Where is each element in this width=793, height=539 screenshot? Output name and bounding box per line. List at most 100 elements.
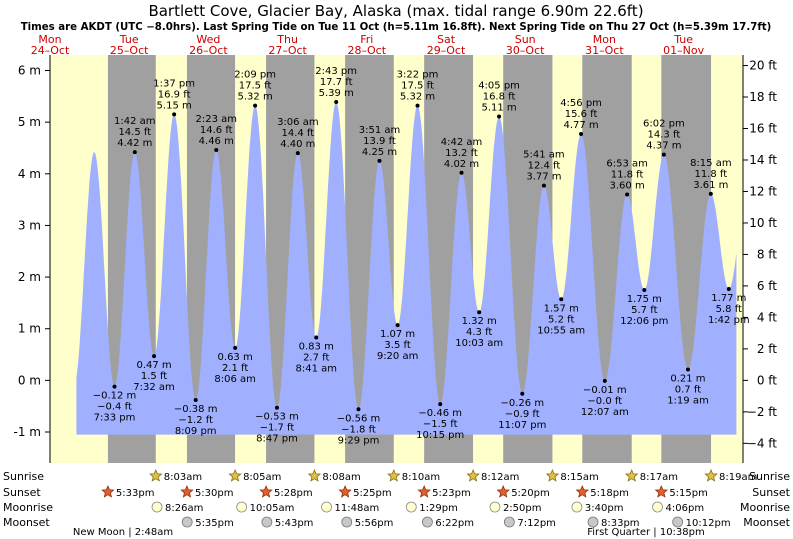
tide-height-m: 5.11 m <box>481 102 516 113</box>
tide-time: 10:55 am <box>537 325 585 336</box>
tide-point <box>314 335 319 340</box>
tide-point <box>172 112 177 117</box>
tide-height-ft: 4.3 ft <box>466 327 492 338</box>
moonrise-icon <box>652 501 663 513</box>
left-tick-label: 5 m <box>18 115 41 129</box>
sunset-icon <box>101 484 115 498</box>
moonset-time: 5:43pm <box>275 518 314 529</box>
tide-time: 10:03 am <box>455 338 503 349</box>
day-of-week: Tue <box>119 33 139 46</box>
tide-height-ft: 17.5 ft <box>239 81 272 92</box>
tide-point <box>685 367 690 372</box>
tide-time: 2:09 pm <box>234 70 276 81</box>
right-tick-label: 0 ft <box>757 373 777 387</box>
tide-height-ft: 11.8 ft <box>694 169 727 180</box>
tide-height-ft: 13.9 ft <box>363 136 396 147</box>
day-date: 29–Oct <box>427 44 466 57</box>
row-label-right: Moonrise <box>740 501 790 514</box>
tide-point <box>477 310 482 315</box>
tide-point <box>214 148 219 153</box>
sunset-time: 5:20pm <box>511 488 550 499</box>
day-of-week: Fri <box>360 33 373 46</box>
tide-time: 4:05 pm <box>478 80 520 91</box>
moonrise-icon <box>236 501 248 513</box>
left-tick-label: 4 m <box>18 167 41 181</box>
day-of-week: Wed <box>196 33 220 46</box>
sunset-icon <box>259 484 273 498</box>
sunset-icon <box>338 484 352 498</box>
sunset-time: 5:15pm <box>669 488 708 499</box>
tide-height-ft: 11.8 ft <box>611 169 644 180</box>
tide-time: 12:06 pm <box>620 316 668 327</box>
tide-time: 9:29 pm <box>338 435 380 446</box>
row-label-left: Moonrise <box>3 501 53 514</box>
tide-time: 7:32 am <box>133 382 175 393</box>
moonset-icon <box>422 516 433 528</box>
tide-height-m: 0.83 m <box>299 342 334 353</box>
tide-point <box>253 103 258 108</box>
moonrise-icon <box>571 501 583 513</box>
day-date: 01–Nov <box>663 44 704 57</box>
tide-height-m: 4.40 m <box>280 139 315 150</box>
moonrise-time: 11:48am <box>335 503 380 514</box>
sunrise-icon <box>307 468 322 482</box>
tide-time: 4:42 am <box>441 137 483 148</box>
sunset-icon <box>575 484 589 498</box>
tide-label: 0.83 m2.7 ft8:41 am <box>295 342 337 375</box>
tide-height-m: 3.60 m <box>610 180 645 191</box>
moonrise-time: 3:40pm <box>585 503 624 514</box>
tide-height-m: 0.47 m <box>136 360 171 371</box>
tide-time: 11:07 pm <box>498 420 546 431</box>
sunset-icon <box>180 484 194 498</box>
row-label-left: Sunrise <box>3 470 44 483</box>
right-tick-label: −4 ft <box>747 436 778 450</box>
sunset-time: 5:30pm <box>195 488 234 499</box>
tide-point <box>642 287 647 292</box>
tide-height-ft: 17.7 ft <box>320 77 353 88</box>
tide-point <box>112 384 117 389</box>
moonset-icon <box>503 516 515 528</box>
tide-height-ft: 1.5 ft <box>141 371 167 382</box>
tide-height-ft: 14.6 ft <box>200 125 233 136</box>
right-tick-label: 18 ft <box>749 90 777 104</box>
day-of-week: Sun <box>515 33 536 46</box>
sunrise-time: 8:10am <box>402 472 440 483</box>
moonset-time: 10:12pm <box>686 518 731 529</box>
tide-point <box>132 150 137 155</box>
tide-height-ft: 17.5 ft <box>401 81 434 92</box>
right-tick-label: 14 ft <box>749 153 777 167</box>
day-of-week: Mon <box>593 33 616 46</box>
sunrise-icon <box>228 468 242 482</box>
tide-time: 8:06 am <box>214 374 256 385</box>
left-tick-label: 6 m <box>18 63 41 77</box>
tide-height-m: 4.37 m <box>646 141 681 152</box>
left-tick-label: 0 m <box>18 373 41 387</box>
tide-height-ft: 5.2 ft <box>548 314 574 325</box>
right-tick-label: −2 ft <box>747 405 778 419</box>
day-of-week: Sat <box>437 33 456 46</box>
tide-height-ft: −0.9 ft <box>505 409 540 420</box>
tide-curve <box>76 102 737 435</box>
moonrise-icon <box>489 501 501 513</box>
sunrise-icon <box>624 468 639 482</box>
tide-height-ft: 16.9 ft <box>158 89 191 100</box>
tide-time: 6:02 pm <box>643 119 685 130</box>
tide-point <box>541 183 546 188</box>
tide-time: 2:23 am <box>195 114 237 125</box>
sunrise-icon <box>545 468 560 482</box>
right-tick-label: 6 ft <box>757 279 777 293</box>
sunrise-time: 8:03am <box>164 472 202 483</box>
chart-subtitle: Times are AKDT (UTC −8.0hrs). Last Sprin… <box>21 22 772 33</box>
tide-point <box>520 391 525 396</box>
